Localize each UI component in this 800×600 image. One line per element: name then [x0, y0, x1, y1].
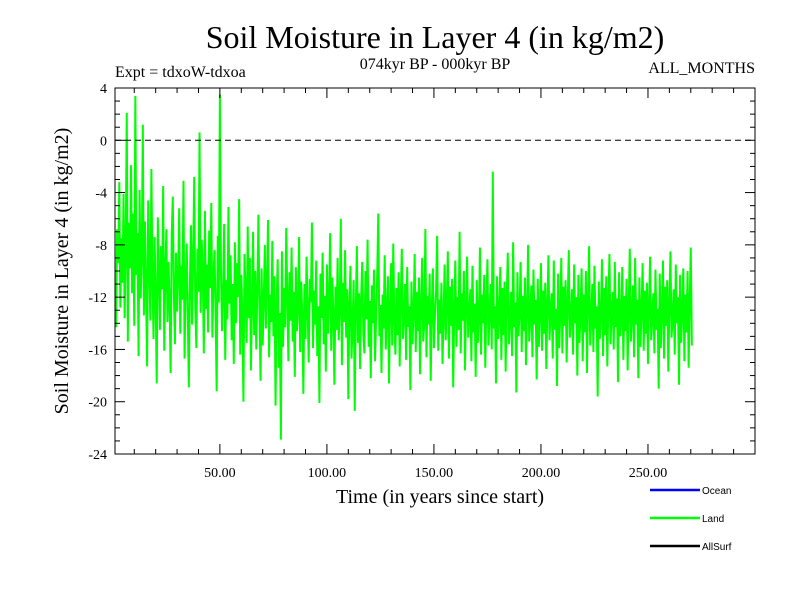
y-tick-label: 4: [100, 82, 107, 97]
y-tick-label: -20: [88, 396, 107, 411]
chart-title: Soil Moisture in Layer 4 (in kg/m2): [206, 19, 665, 55]
y-tick-label: -16: [88, 343, 107, 358]
x-tick-label: 200.00: [522, 466, 561, 481]
y-tick-label: -8: [95, 239, 107, 254]
x-axis-label: Time (in years since start): [336, 486, 544, 508]
subtitle-center: 074kyr BP - 000kyr BP: [360, 56, 511, 73]
legend: Ocean Land AllSurf: [650, 486, 732, 553]
legend-label: AllSurf: [702, 542, 732, 553]
y-axis-label: Soil Moisture in Layer 4 (in kg/m2): [51, 128, 73, 415]
x-tick-label: 150.00: [415, 466, 454, 481]
x-tick-label: 50.00: [204, 466, 236, 481]
x-tick-label: 100.00: [308, 466, 347, 481]
series-line-land: [115, 94, 693, 440]
y-tick-label: -4: [95, 187, 107, 202]
y-tick-label: -12: [88, 291, 107, 306]
x-axis: 50.00 100.00 150.00 200.00 250.00: [133, 88, 735, 481]
legend-label: Land: [702, 514, 724, 525]
subtitle-left: Expt = tdxoW-tdxoa: [115, 64, 246, 81]
legend-label: Ocean: [702, 486, 731, 497]
x-tick-label: 250.00: [629, 466, 668, 481]
series-layer: [115, 94, 693, 440]
y-tick-label: -24: [88, 448, 107, 463]
y-tick-label: 0: [100, 134, 107, 149]
subtitle-right: ALL_MONTHS: [648, 60, 755, 77]
y-axis: 4 0 -4 -8 -12 -16 -20 -24: [88, 82, 755, 463]
